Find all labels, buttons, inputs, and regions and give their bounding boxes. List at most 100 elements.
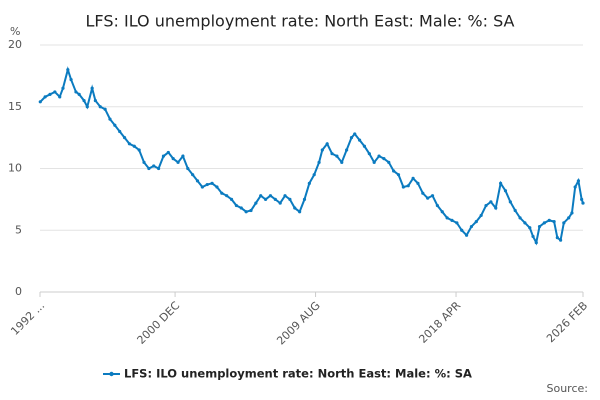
data-point — [293, 206, 297, 210]
data-point — [66, 68, 70, 72]
data-point — [118, 129, 122, 134]
data-point — [186, 166, 190, 171]
data-point — [508, 200, 512, 204]
data-point — [345, 148, 349, 152]
data-point — [523, 221, 527, 225]
data-point — [200, 185, 204, 189]
data-point — [191, 173, 195, 177]
data-point — [435, 203, 439, 208]
data-point — [38, 100, 42, 104]
data-point — [127, 142, 132, 146]
data-point — [147, 166, 151, 171]
data-point — [349, 136, 354, 140]
y-tick-label: 15 — [8, 100, 22, 113]
data-point — [312, 173, 316, 177]
data-point — [455, 221, 459, 225]
data-point — [268, 194, 273, 198]
legend-marker — [109, 371, 114, 377]
data-point — [142, 160, 146, 164]
data-point — [43, 95, 47, 99]
data-point — [263, 197, 268, 201]
data-point — [580, 197, 584, 201]
data-point — [157, 166, 161, 171]
data-point — [416, 181, 420, 185]
data-point — [307, 181, 311, 185]
data-point — [421, 191, 425, 195]
data-point — [382, 157, 386, 161]
x-tick-label: 1992 ... — [8, 299, 47, 338]
data-point — [302, 197, 307, 201]
data-point — [558, 238, 563, 242]
data-point — [330, 152, 334, 156]
data-point — [254, 201, 258, 205]
data-point — [460, 228, 464, 232]
data-point — [353, 132, 357, 136]
data-point — [464, 233, 469, 237]
data-point — [489, 200, 493, 204]
data-point — [137, 148, 141, 152]
data-point — [278, 201, 282, 205]
data-point — [494, 206, 498, 210]
data-point — [411, 176, 415, 180]
data-point — [372, 160, 376, 164]
data-point — [484, 203, 488, 208]
data-point — [426, 196, 430, 200]
data-point — [249, 208, 253, 213]
data-point — [273, 197, 277, 201]
data-point — [581, 201, 585, 205]
data-point — [518, 216, 522, 220]
source-label: Source: — [547, 382, 589, 395]
data-point — [357, 138, 362, 142]
data-point — [362, 144, 367, 148]
data-point — [317, 160, 321, 164]
data-point — [562, 221, 566, 225]
x-tick-label: 2009 AUG — [274, 299, 323, 348]
y-unit-label: % — [10, 25, 20, 38]
data-point — [335, 154, 339, 158]
data-point — [259, 194, 263, 198]
data-point — [77, 92, 81, 96]
data-point — [531, 234, 535, 239]
data-point — [225, 194, 229, 198]
data-point — [113, 123, 117, 127]
data-point — [195, 179, 200, 183]
data-point — [234, 203, 239, 208]
data-point — [567, 216, 571, 220]
data-point — [396, 173, 401, 177]
data-point — [401, 185, 405, 189]
data-point — [161, 154, 166, 158]
data-point — [392, 169, 396, 173]
data-point — [90, 86, 94, 90]
data-point — [474, 220, 478, 224]
data-point — [171, 157, 175, 161]
data-point — [85, 105, 89, 109]
data-point — [387, 160, 391, 164]
data-point — [69, 77, 73, 82]
data-point — [445, 216, 449, 220]
data-point — [288, 197, 292, 201]
data-point — [542, 221, 546, 225]
data-point — [503, 189, 508, 193]
data-point — [528, 226, 532, 230]
data-point — [283, 194, 287, 198]
data-point — [58, 95, 62, 99]
y-tick-label: 0 — [15, 285, 22, 298]
data-point — [132, 144, 136, 148]
x-tick-label: 2018 APR — [416, 299, 463, 346]
data-point — [340, 160, 344, 164]
data-point — [552, 220, 556, 224]
data-point — [479, 213, 483, 218]
data-point — [98, 105, 102, 109]
x-tick-label: 2026 FEB — [544, 299, 590, 345]
data-point — [244, 210, 248, 214]
y-tick-label: 20 — [8, 38, 22, 51]
data-point — [547, 218, 551, 222]
data-line — [39, 66, 584, 246]
data-point — [406, 184, 410, 188]
data-point — [513, 208, 517, 213]
data-point — [320, 148, 324, 152]
data-point — [570, 211, 574, 215]
data-point — [534, 241, 538, 245]
data-point — [176, 160, 180, 164]
